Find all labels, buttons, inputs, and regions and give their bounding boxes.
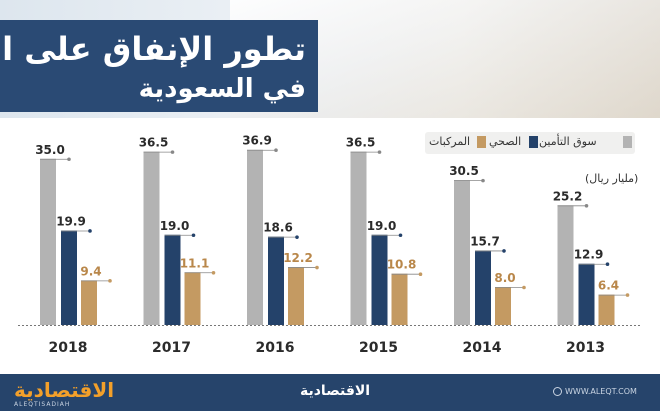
data-label-2014-1: 15.7 [470, 234, 500, 248]
bar-2014-1 [475, 250, 491, 325]
legend-swatch-vehicles [477, 136, 486, 148]
globe-icon [553, 387, 562, 396]
data-label-2017-1: 19.0 [160, 219, 190, 233]
leader-dot-2014-0 [481, 178, 485, 183]
leader-dot-2018-0 [67, 157, 71, 162]
legend-label-market: سوق التأمين [539, 135, 597, 148]
leader-dot-2015-1 [398, 233, 403, 238]
leader-dot-2018-2 [108, 279, 112, 283]
leader-dot-2013-2 [625, 293, 630, 297]
x-tick-label-2017: 2017 [152, 340, 191, 356]
legend-swatch-health [529, 136, 538, 148]
data-label-2013-2: 6.4 [598, 279, 619, 293]
legend-label-health: الصحي [489, 135, 522, 148]
x-tick-label-2018: 2018 [49, 340, 88, 356]
data-label-2016-2: 12.2 [283, 251, 313, 265]
data-label-2016-1: 18.6 [263, 221, 293, 235]
bar-2013-1 [578, 263, 595, 325]
header-banner: تطور الإنفاق على التأمين في السعودية [0, 0, 660, 118]
x-tick-label-2016: 2016 [256, 340, 295, 356]
unit-label: (مليار ريال) [585, 172, 639, 185]
data-label-2015-2: 10.8 [387, 258, 417, 272]
footer-brand-name: الاقتصادية [300, 383, 371, 399]
leader-dot-2014-1 [502, 249, 506, 253]
footer-brand-subtitle: ALEQTISADIAH [14, 401, 71, 408]
data-label-2016-0: 36.9 [242, 134, 272, 148]
leader-dot-2015-2 [418, 272, 423, 277]
leader-dot-2017-2 [211, 270, 216, 275]
footer-brand-logo: الاقتصادية [14, 378, 115, 402]
data-label-2014-2: 8.0 [494, 271, 515, 285]
leader-dot-2016-0 [274, 148, 278, 153]
bar-2017-0 [143, 151, 160, 325]
data-label-2015-0: 36.5 [346, 136, 376, 150]
bar-2013-0 [557, 205, 574, 325]
leader-dot-2013-0 [584, 204, 589, 208]
leader-dot-2015-0 [377, 150, 382, 154]
footer-url: WWW.ALEQT.COM [565, 387, 637, 396]
legend-label-vehicles: المركبات [429, 135, 471, 148]
data-label-2017-0: 36.5 [139, 136, 169, 150]
x-tick-label-2013: 2013 [566, 340, 605, 356]
data-label-2018-2: 9.4 [80, 264, 101, 278]
data-label-2017-2: 11.1 [180, 256, 210, 270]
data-label-2015-1: 19.0 [367, 219, 397, 233]
leader-dot-2016-1 [295, 235, 299, 239]
leader-dot-2013-1 [605, 262, 610, 267]
bar-2017-1 [164, 234, 181, 325]
leader-dot-2014-2 [522, 285, 526, 290]
data-label-2018-1: 19.9 [56, 214, 86, 228]
data-label-2018-0: 35.0 [35, 143, 65, 157]
footer-bar: الاقتصادية ALEQTISADIAH الاقتصادية WWW.A… [0, 374, 660, 411]
page-title: تطور الإنفاق على التأمين [0, 30, 306, 68]
bar-2016-1 [268, 236, 284, 325]
data-label-2014-0: 30.5 [449, 164, 479, 178]
legend-swatch-market [623, 136, 632, 148]
chart-legend: سوق التأمين الصحي المركبات [425, 132, 635, 154]
bar-2014-0 [454, 180, 470, 325]
bar-2017-2 [184, 272, 201, 325]
bar-2018-0 [40, 158, 56, 325]
bar-2015-2 [391, 273, 408, 325]
bar-2014-2 [495, 287, 511, 325]
data-label-2013-1: 12.9 [574, 248, 604, 262]
bar-2018-1 [61, 230, 77, 325]
bar-2016-0 [247, 149, 263, 325]
title-box: تطور الإنفاق على التأمين في السعودية [0, 20, 318, 112]
x-tick-label-2015: 2015 [359, 340, 398, 356]
bar-2013-2 [598, 294, 615, 325]
leader-dot-2017-0 [170, 150, 175, 154]
bar-2015-1 [371, 234, 388, 325]
bar-2016-2 [288, 267, 304, 325]
leader-dot-2017-1 [191, 233, 196, 238]
x-tick-label-2014: 2014 [463, 340, 502, 356]
bar-2015-0 [350, 151, 367, 325]
leader-dot-2018-1 [88, 229, 92, 233]
leader-dot-2016-2 [315, 265, 319, 270]
data-label-2013-0: 25.2 [553, 189, 583, 203]
page-subtitle: في السعودية [138, 74, 306, 104]
bar-2018-2 [81, 280, 97, 325]
